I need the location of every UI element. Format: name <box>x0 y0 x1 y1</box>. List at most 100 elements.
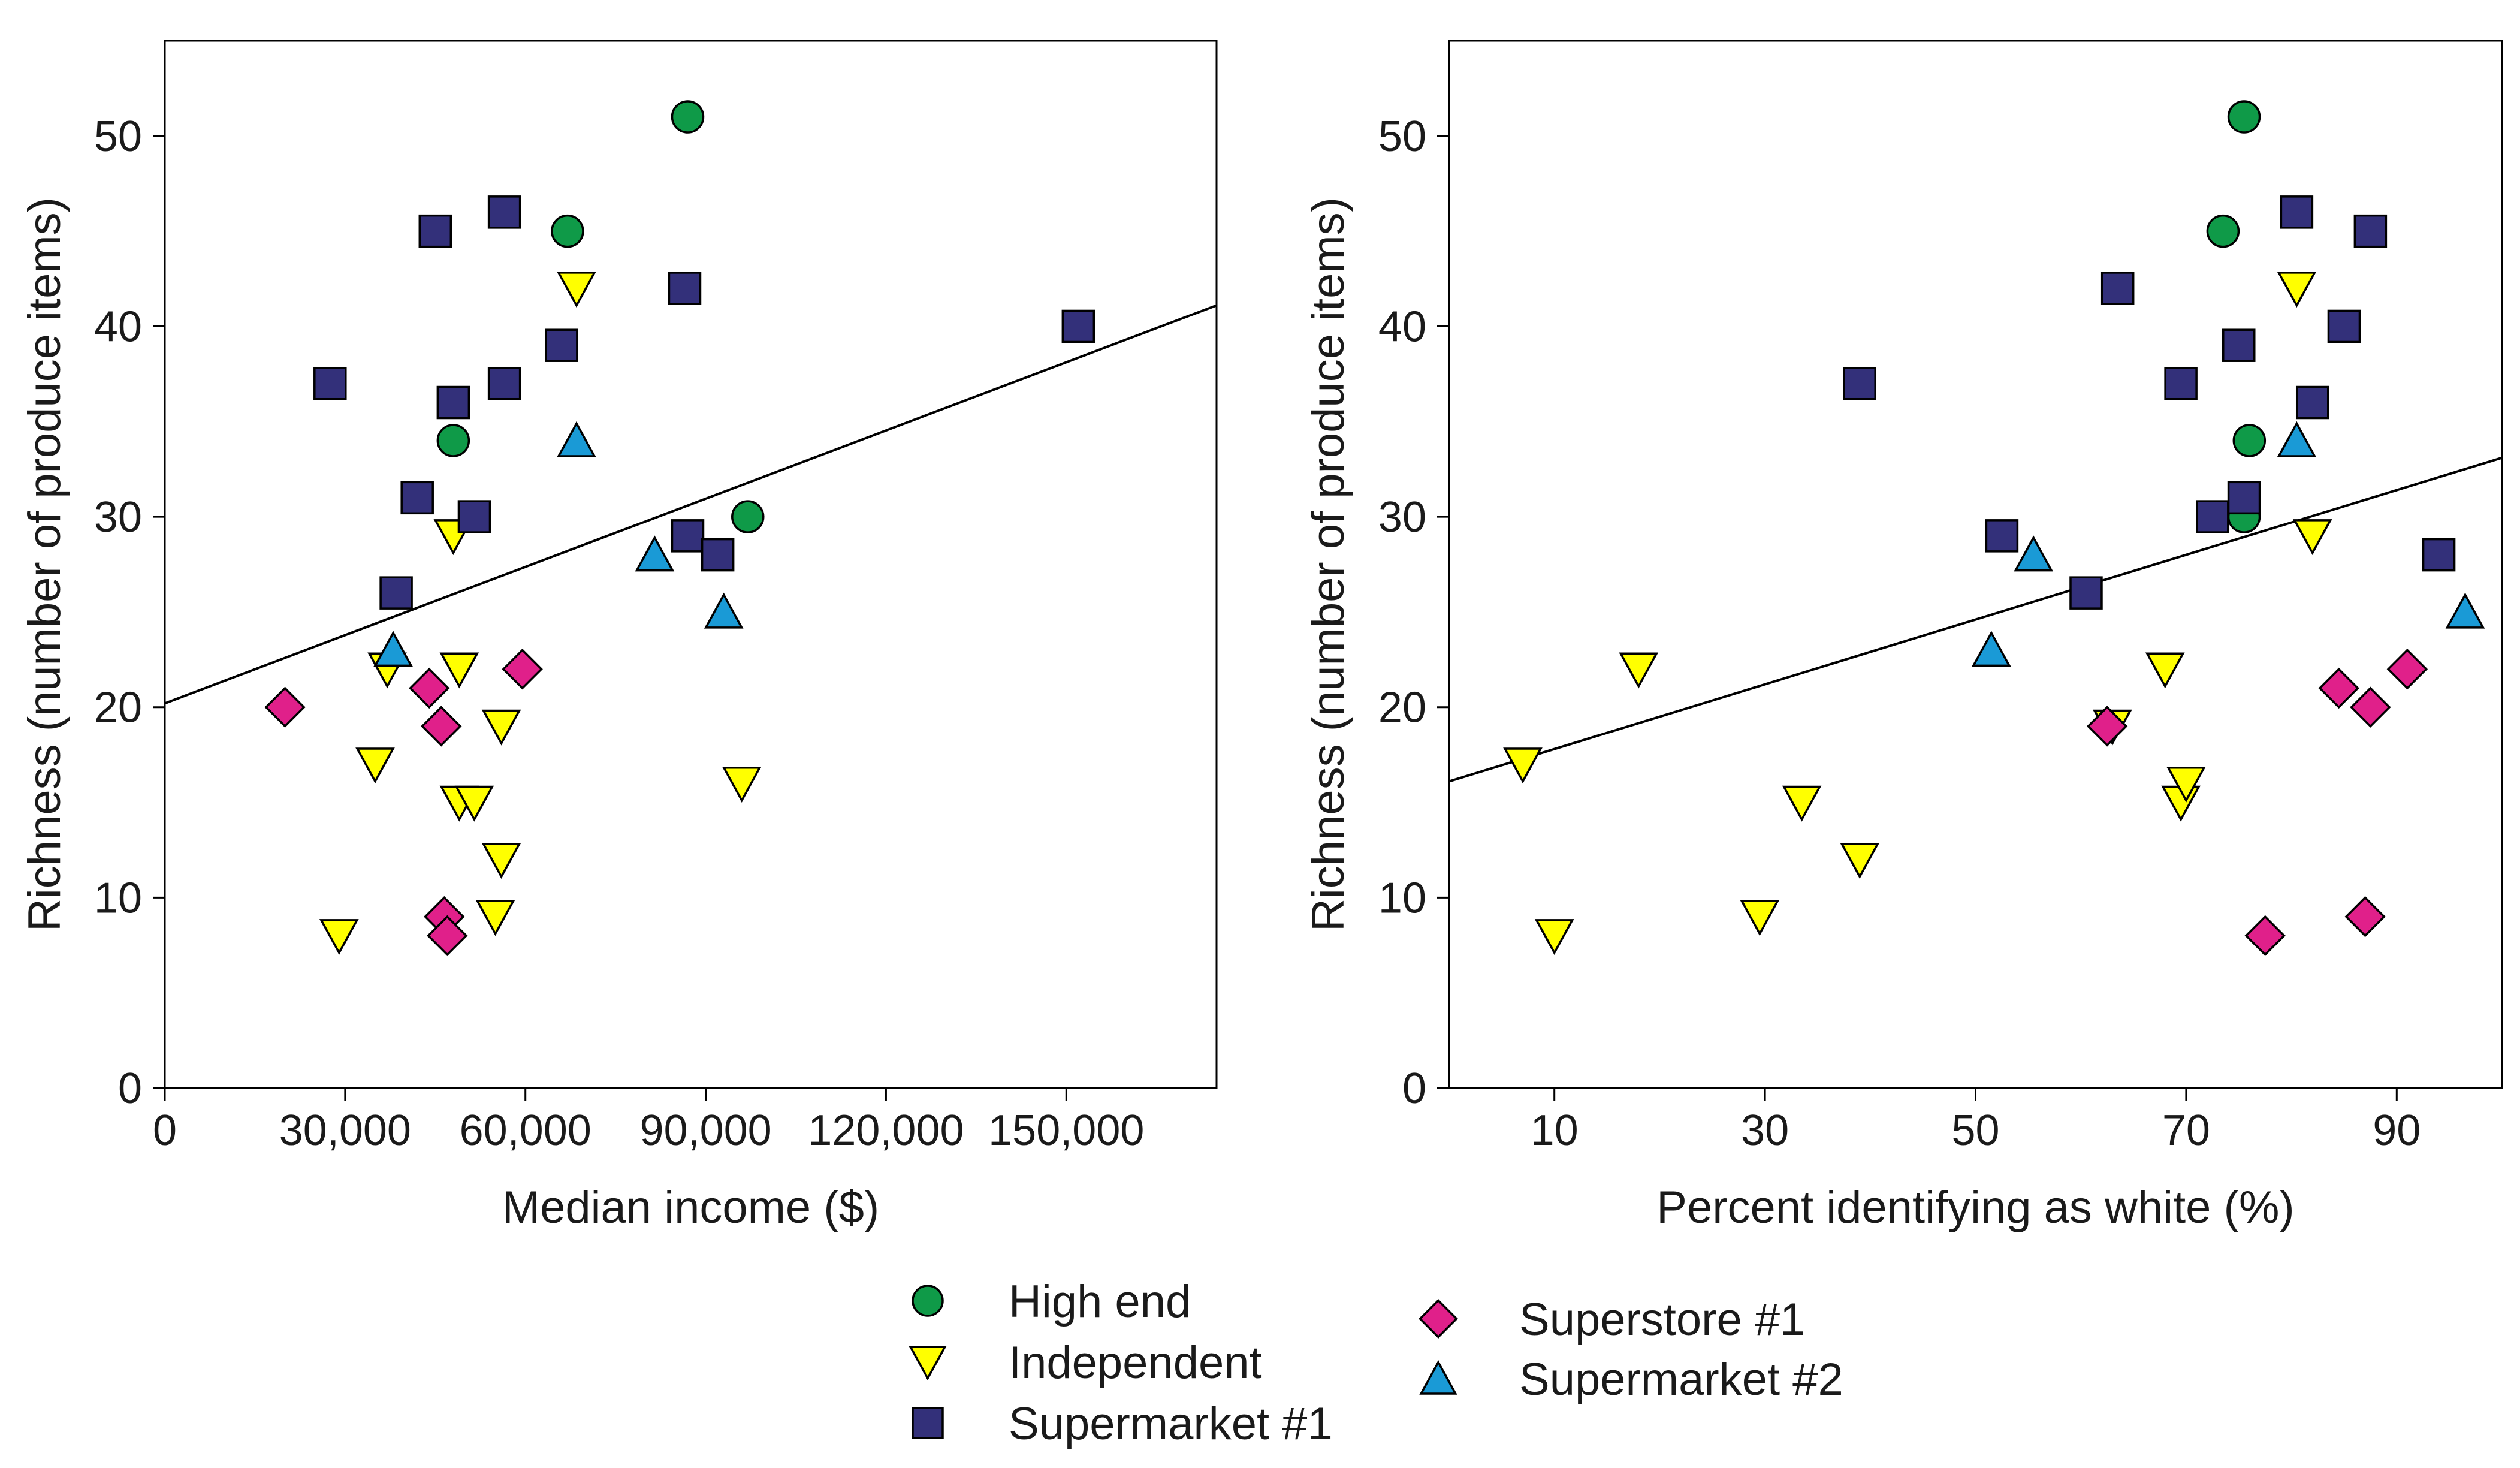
point-supermarket-1 <box>701 538 735 572</box>
point-supermarket-1 <box>2280 195 2314 229</box>
point-independent <box>1503 747 1543 784</box>
point-independent <box>557 272 596 308</box>
y-tick-label: 40 <box>1378 303 1426 351</box>
legend-label-high-end: High end <box>1009 1276 1191 1327</box>
x-tick-label: 120,000 <box>808 1107 964 1154</box>
point-supermarket-2 <box>557 421 596 457</box>
series-superstore-1 <box>264 649 543 957</box>
point-independent <box>2292 519 2332 556</box>
point-supermarket-1 <box>2327 309 2361 343</box>
point-supermarket-2 <box>2014 535 2053 572</box>
x-axis-title: Percent identifying as white (%) <box>1656 1182 2294 1233</box>
point-supermarket-1 <box>379 576 413 610</box>
point-supermarket-1 <box>545 328 578 362</box>
point-supermarket-1 <box>457 500 491 533</box>
point-independent <box>439 652 479 689</box>
point-independent <box>1840 843 1880 879</box>
point-superstore-1 <box>421 706 462 747</box>
x-tick-label: 60,000 <box>460 1107 591 1154</box>
y-tick-label: 20 <box>94 684 142 732</box>
point-supermarket-1 <box>2196 500 2229 533</box>
x-tick-label: 90,000 <box>639 1107 771 1154</box>
point-independent <box>2166 767 2206 803</box>
point-supermarket-2 <box>635 535 675 572</box>
point-superstore-1 <box>264 686 306 728</box>
legend-marker-supermarket-1 <box>912 1407 944 1439</box>
point-independent <box>454 785 494 822</box>
series-supermarket-1 <box>313 195 1095 610</box>
point-superstore-1 <box>427 915 468 957</box>
point-supermarket-1 <box>487 366 521 400</box>
point-superstore-1 <box>2244 915 2286 957</box>
point-high-end <box>2227 100 2261 134</box>
x-tick-label: 30 <box>1741 1107 1789 1154</box>
point-supermarket-1 <box>2227 481 2261 515</box>
point-high-end <box>551 214 584 248</box>
legend-marker-supermarket-2 <box>1419 1360 1457 1395</box>
point-supermarket-1 <box>2164 366 2198 400</box>
point-independent <box>319 919 359 955</box>
legend-label-supermarket-1: Supermarket #1 <box>1009 1398 1333 1449</box>
point-supermarket-2 <box>2445 592 2485 629</box>
point-supermarket-1 <box>313 366 347 400</box>
series-independent <box>1503 272 2332 955</box>
x-tick-label: 0 <box>153 1107 177 1154</box>
point-supermarket-1 <box>668 272 702 305</box>
point-superstore-1 <box>502 649 543 690</box>
x-tick-label: 30,000 <box>279 1107 411 1154</box>
point-supermarket-1 <box>400 481 434 515</box>
point-supermarket-2 <box>373 631 413 667</box>
legend-marker-independent <box>909 1346 947 1381</box>
point-independent <box>2277 272 2317 308</box>
point-supermarket-2 <box>1972 631 2011 667</box>
y-tick-label: 50 <box>1378 113 1426 161</box>
point-independent <box>355 747 395 784</box>
series-independent <box>319 272 762 955</box>
y-tick-label: 10 <box>94 874 142 922</box>
point-high-end <box>671 100 705 134</box>
y-tick-label: 40 <box>94 303 142 351</box>
point-supermarket-1 <box>2295 385 2329 420</box>
legend-marker-superstore-1 <box>1419 1299 1458 1339</box>
point-supermarket-1 <box>671 519 705 553</box>
series-supermarket-2 <box>373 421 744 667</box>
x-tick-label: 90 <box>2373 1107 2421 1154</box>
y-tick-label: 10 <box>1378 874 1426 922</box>
point-independent <box>475 900 515 936</box>
point-independent <box>1782 785 1822 822</box>
x-tick-label: 10 <box>1531 1107 1579 1154</box>
point-superstore-1 <box>2386 649 2428 690</box>
point-supermarket-1 <box>487 195 521 229</box>
y-tick-label: 50 <box>94 113 142 161</box>
point-superstore-1 <box>2086 706 2128 747</box>
regression-line <box>165 304 1217 705</box>
point-supermarket-1 <box>436 385 470 420</box>
y-tick-label: 0 <box>118 1065 142 1113</box>
point-independent <box>1740 900 1780 936</box>
point-independent <box>1619 652 1659 689</box>
point-supermarket-1 <box>2422 538 2456 572</box>
series-high-end <box>436 100 765 533</box>
series-superstore-1 <box>2086 649 2428 957</box>
y-axis-title: Richness (number of produce items) <box>1303 197 1354 932</box>
x-tick-label: 50 <box>1951 1107 1999 1154</box>
chart-income: 0 10 20 30 40 50 0 30,000 60,000 90,000 120,000 150… <box>19 40 1218 1233</box>
point-supermarket-1 <box>2353 214 2388 248</box>
point-supermarket-2 <box>704 592 744 629</box>
x-tick-label: 150,000 <box>988 1107 1144 1154</box>
point-supermarket-1 <box>1843 366 1876 400</box>
legend-label-independent: Independent <box>1009 1337 1262 1388</box>
point-superstore-1 <box>2318 667 2359 709</box>
point-supermarket-1 <box>2222 328 2256 362</box>
point-high-end <box>2206 214 2240 248</box>
legend-label-supermarket-2: Supermarket #2 <box>1519 1354 1843 1405</box>
y-tick-label: 20 <box>1378 684 1426 732</box>
point-high-end <box>731 500 765 533</box>
point-high-end <box>2232 424 2267 457</box>
y-tick-label: 0 <box>1402 1065 1426 1113</box>
point-supermarket-1 <box>418 214 452 248</box>
y-tick-label: 30 <box>1378 493 1426 541</box>
point-independent <box>481 843 521 879</box>
point-high-end <box>436 424 470 457</box>
